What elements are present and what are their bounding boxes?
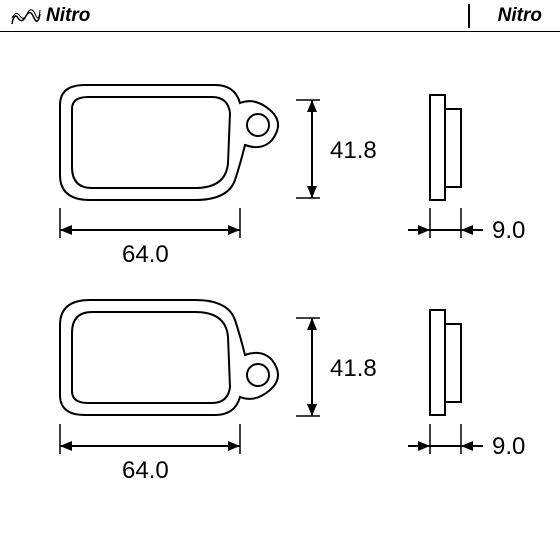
pad-top-side (430, 95, 461, 200)
dim-height-bottom-label: 41.8 (330, 355, 377, 382)
header: Nitro Nitro (0, 0, 560, 32)
dim-thickness-bottom: 9.0 (408, 424, 525, 460)
dim-height-top: 41.8 (296, 100, 377, 198)
dim-width-top-label: 64.0 (122, 241, 169, 268)
dim-width-bottom: 64.0 (60, 424, 240, 484)
dim-thickness-top-label: 9.0 (492, 217, 525, 244)
dim-width-bottom-label: 64.0 (122, 457, 169, 484)
dim-thickness-top: 9.0 (408, 208, 525, 244)
brand-name-right: Nitro (498, 5, 542, 27)
brake-pad-diagram: 41.8 64.0 9.0 41.8 (0, 40, 560, 560)
dim-height-top-label: 41.8 (330, 137, 377, 164)
pad-top-face (60, 85, 278, 200)
dim-thickness-bottom-label: 9.0 (492, 433, 525, 460)
pad-bottom-face (60, 300, 278, 415)
brand-name-left: Nitro (46, 5, 90, 27)
header-divider (468, 4, 470, 28)
dim-height-bottom: 41.8 (296, 318, 377, 416)
brand-logo (10, 6, 42, 31)
dim-width-top: 64.0 (60, 208, 240, 268)
pad-bottom-side (430, 310, 461, 415)
